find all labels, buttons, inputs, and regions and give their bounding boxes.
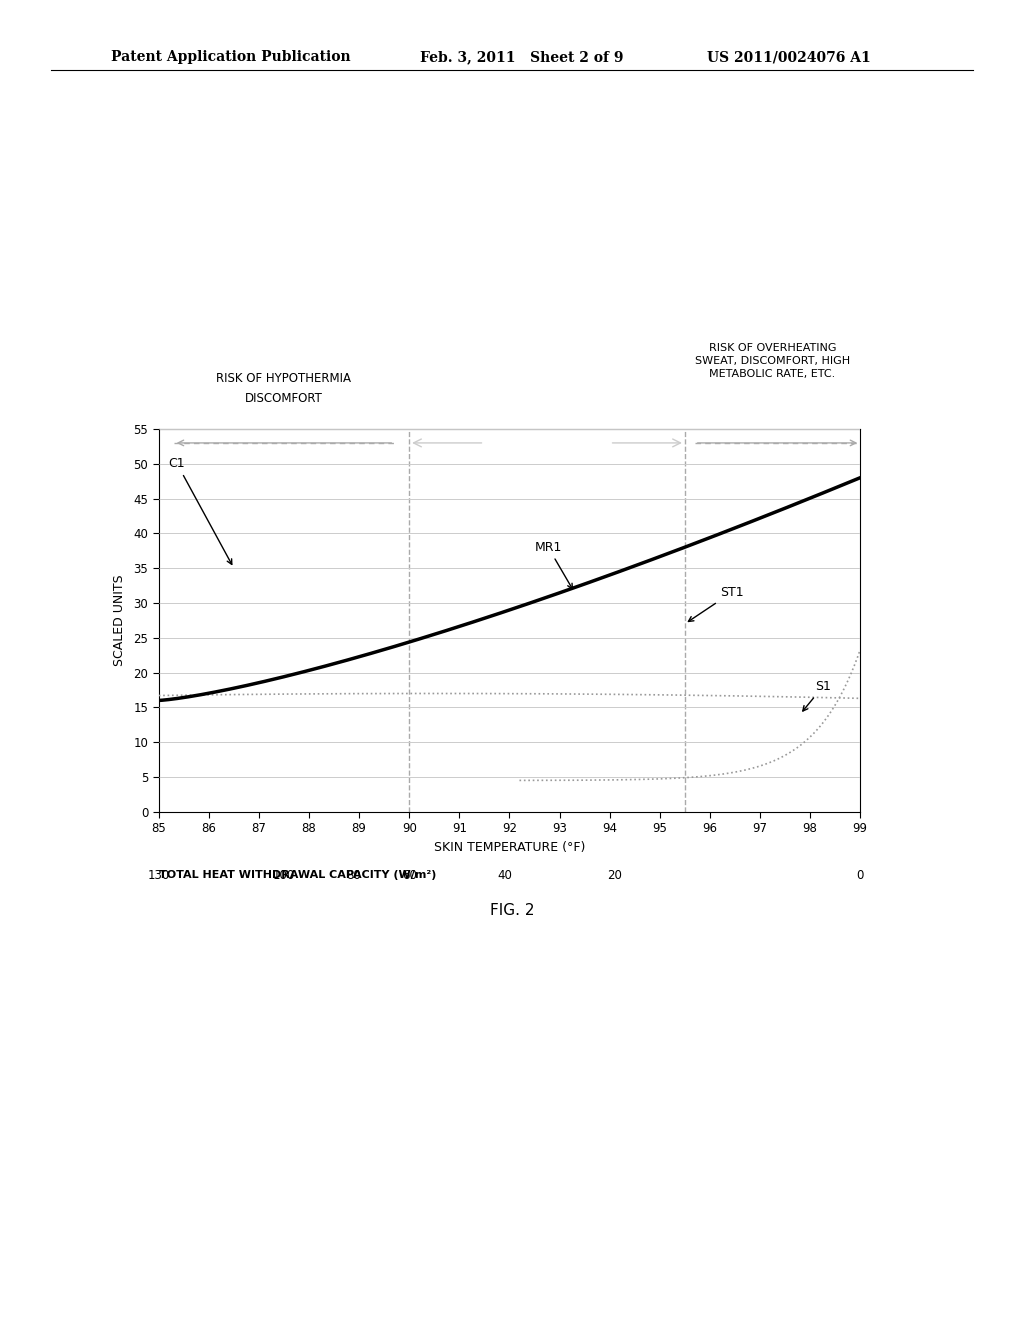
Text: 40: 40: [497, 869, 512, 882]
Text: Feb. 3, 2011   Sheet 2 of 9: Feb. 3, 2011 Sheet 2 of 9: [420, 50, 624, 65]
Text: Patent Application Publication: Patent Application Publication: [111, 50, 350, 65]
Text: 0: 0: [856, 869, 864, 882]
Text: RISK OF HYPOTHERMIA: RISK OF HYPOTHERMIA: [216, 372, 351, 385]
X-axis label: SKIN TEMPERATURE (°F): SKIN TEMPERATURE (°F): [434, 841, 585, 854]
Text: 20: 20: [607, 869, 623, 882]
Text: RISK OF OVERHEATING
SWEAT, DISCOMFORT, HIGH
METABOLIC RATE, ETC.: RISK OF OVERHEATING SWEAT, DISCOMFORT, H…: [695, 343, 850, 379]
Text: ST1: ST1: [688, 586, 743, 622]
Y-axis label: SCALED UNITS: SCALED UNITS: [114, 574, 127, 667]
Text: MR1: MR1: [535, 541, 572, 589]
Text: 100: 100: [272, 869, 295, 882]
Text: 80: 80: [347, 869, 361, 882]
Text: FIG. 2: FIG. 2: [489, 903, 535, 919]
Text: 130: 130: [147, 869, 170, 882]
Text: S1: S1: [803, 680, 830, 711]
Text: 60: 60: [401, 869, 417, 882]
Text: TOTAL HEAT WITHDRAWAL CAPACITY (W/m²): TOTAL HEAT WITHDRAWAL CAPACITY (W/m²): [159, 870, 436, 880]
Text: US 2011/0024076 A1: US 2011/0024076 A1: [707, 50, 870, 65]
Text: C1: C1: [169, 457, 231, 565]
Text: DISCOMFORT: DISCOMFORT: [245, 392, 323, 405]
